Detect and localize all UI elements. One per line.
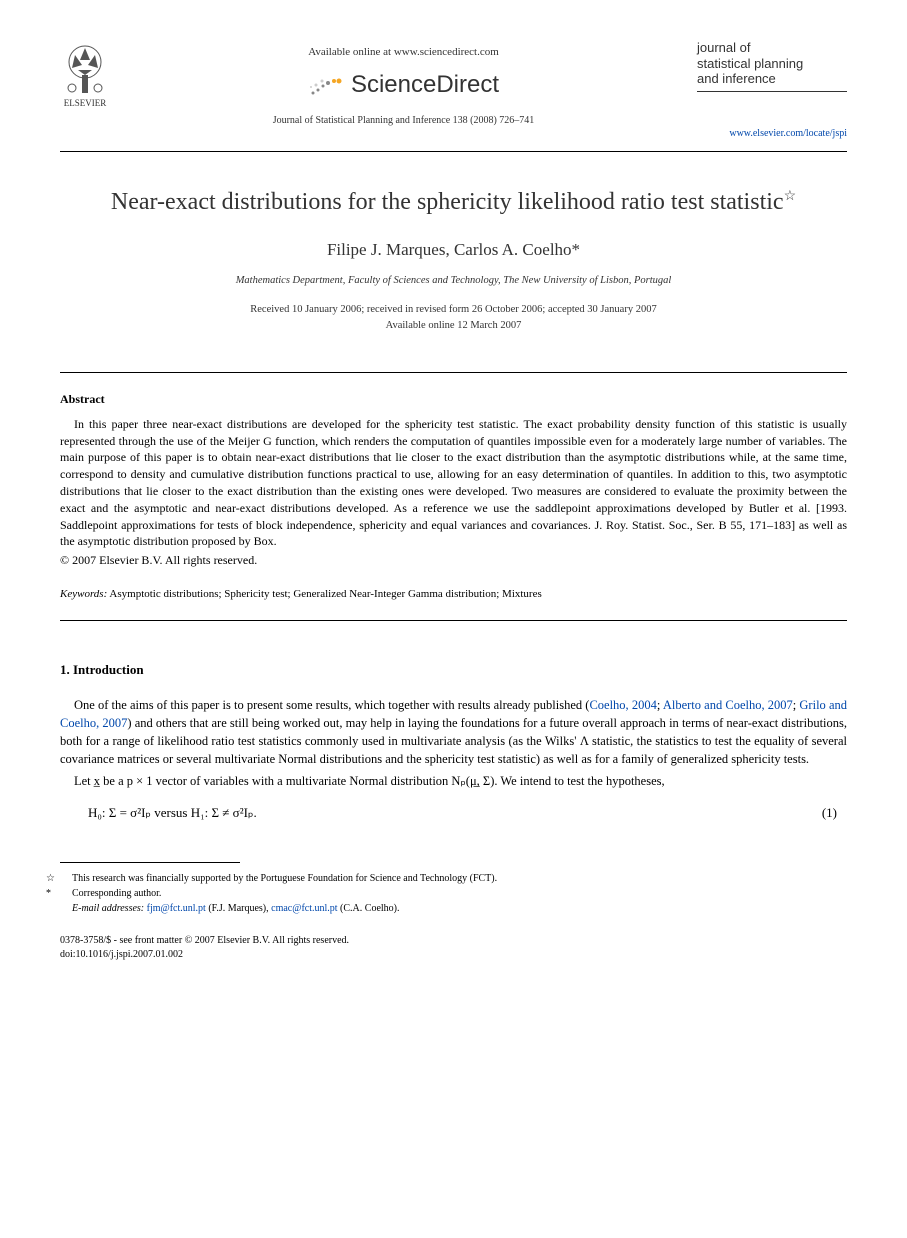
intro-para1: One of the aims of this paper is to pres… [60,696,847,769]
footnote-funding-text: This research was financially supported … [72,873,497,884]
abstract-label: Abstract [60,391,847,408]
article-title: Near-exact distributions for the spheric… [60,187,847,218]
dates-received: Received 10 January 2006; received in re… [60,302,847,318]
footnote-corresponding: *Corresponding author. [74,886,847,901]
footnote-corr-text: Corresponding author. [72,888,161,899]
abstract-copyright: © 2007 Elsevier B.V. All rights reserved… [60,552,847,569]
keywords-line: Keywords: Asymptotic distributions; Sphe… [60,587,847,602]
ref-alberto-coelho-2007[interactable]: Alberto and Coelho, 2007 [663,698,793,712]
divider-footnotes [60,862,240,863]
equation-1: H₀: Σ = σ²Iₚ versus H₁: Σ ≠ σ²Iₚ. (1) [88,804,847,822]
ref-coelho-2004[interactable]: Coelho, 2004 [589,698,656,712]
divider-abstract-bottom [60,620,847,621]
footnote-asterisk-symbol: * [60,886,72,901]
journal-title-box: journal of statistical planning and infe… [697,40,847,92]
dates-online: Available online 12 March 2007 [60,318,847,334]
intro-p1-d: ) and others that are still being worked… [60,716,847,766]
journal-line3: and inference [697,71,847,87]
sciencedirect-brand: ScienceDirect [110,68,697,102]
intro-para2: Let x̲ be a p × 1 vector of variables wi… [60,772,847,790]
journal-line2: statistical planning [697,56,847,72]
journal-url-link[interactable]: www.elsevier.com/locate/jspi [697,127,847,141]
keywords-label: Keywords: [60,588,107,600]
footnote-emails: E-mail addresses: fjm@fct.unl.pt (F.J. M… [74,901,847,916]
abstract-text: In this paper three near-exact distribut… [60,416,847,550]
journal-box: journal of statistical planning and infe… [697,40,847,141]
journal-line1: journal of [697,40,847,56]
affiliation-line: Mathematics Department, Faculty of Scien… [60,274,847,289]
keywords-text: Asymptotic distributions; Sphericity tes… [107,588,542,600]
header-center: Available online at www.sciencedirect.co… [110,40,697,128]
email-addresses-label: E-mail addresses: [72,903,144,914]
elsevier-label: ELSEVIER [64,97,107,110]
elsevier-logo: ELSEVIER [60,40,110,110]
sciencedirect-swoosh-icon [308,73,343,98]
intro-heading: 1. Introduction [60,661,847,679]
equation-1-number: (1) [822,804,837,822]
email-coelho[interactable]: cmac@fct.unl.pt [271,903,337,914]
email-marques-name: (F.J. Marques), [206,903,271,914]
intro-p1-a: One of the aims of this paper is to pres… [74,698,589,712]
equation-1-content: H₀: Σ = σ²Iₚ versus H₁: Σ ≠ σ²Iₚ. [88,804,257,822]
available-online-text: Available online at www.sciencedirect.co… [110,45,697,60]
footnote-funding: ☆This research was financially supported… [74,871,847,886]
email-marques[interactable]: fjm@fct.unl.pt [147,903,206,914]
divider-abstract-top [60,372,847,373]
divider-top [60,151,847,152]
sciencedirect-label: ScienceDirect [351,68,499,102]
footer-issn-line: 0378-3758/$ - see front matter © 2007 El… [60,934,847,948]
page-footer: 0378-3758/$ - see front matter © 2007 El… [60,934,847,962]
title-footnote-star: ☆ [784,189,797,204]
article-dates: Received 10 January 2006; received in re… [60,302,847,334]
page-header: ELSEVIER Available online at www.science… [60,40,847,141]
footer-doi-line: doi:10.1016/j.jspi.2007.01.002 [60,948,847,962]
citation-line: Journal of Statistical Planning and Infe… [110,114,697,128]
authors-line: Filipe J. Marques, Carlos A. Coelho* [60,238,847,262]
article-title-text: Near-exact distributions for the spheric… [111,189,784,215]
elsevier-tree-icon [60,40,110,95]
footnote-star-symbol: ☆ [60,871,72,886]
email-coelho-name: (C.A. Coelho). [338,903,400,914]
